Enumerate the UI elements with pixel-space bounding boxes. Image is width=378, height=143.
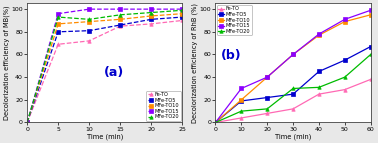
MFe-TO20 [25, 122, 29, 123]
Line: MFe-TO10: MFe-TO10 [25, 12, 184, 124]
MFe-TO20 [239, 110, 243, 112]
MFe-TO10 [149, 15, 153, 17]
MFe-TO5 [369, 46, 373, 47]
MFe-TO5 [239, 100, 243, 102]
Fe-TO [180, 20, 184, 21]
Fe-TO [265, 113, 270, 114]
Line: MFe-TO15: MFe-TO15 [214, 9, 372, 124]
Fe-TO [56, 43, 60, 45]
MFe-TO20 [213, 122, 218, 123]
MFe-TO10 [56, 23, 60, 25]
MFe-TO15 [213, 122, 218, 123]
MFe-TO10 [291, 54, 295, 55]
MFe-TO20 [369, 54, 373, 55]
MFe-TO5 [180, 16, 184, 18]
Line: MFe-TO15: MFe-TO15 [25, 7, 184, 124]
MFe-TO20 [291, 88, 295, 89]
MFe-TO5 [25, 122, 29, 123]
Line: MFe-TO20: MFe-TO20 [25, 9, 184, 124]
MFe-TO5 [149, 18, 153, 20]
MFe-TO5 [291, 93, 295, 95]
Legend: Fe-TO, MFe-TO5, MFe-TO10, MFe-TO15, MFe-TO20: Fe-TO, MFe-TO5, MFe-TO10, MFe-TO15, MFe-… [217, 5, 252, 35]
Line: MFe-TO20: MFe-TO20 [214, 53, 372, 124]
MFe-TO15 [291, 54, 295, 55]
Line: MFe-TO5: MFe-TO5 [25, 15, 184, 124]
MFe-TO15 [342, 18, 347, 20]
Fe-TO [118, 25, 122, 27]
Legend: Fe-TO, MFe-TO5, MFe-TO10, MFe-TO15, MFe-TO20: Fe-TO, MFe-TO5, MFe-TO10, MFe-TO15, MFe-… [146, 91, 181, 121]
Y-axis label: Decolorization efficiency of MB(%): Decolorization efficiency of MB(%) [3, 6, 10, 120]
MFe-TO20 [149, 12, 153, 13]
Y-axis label: Decolorization efficiency of RhB (%): Decolorization efficiency of RhB (%) [192, 3, 198, 123]
MFe-TO20 [56, 16, 60, 18]
MFe-TO15 [149, 8, 153, 10]
Fe-TO [342, 89, 347, 91]
MFe-TO10 [317, 34, 321, 36]
MFe-TO15 [118, 8, 122, 10]
Fe-TO [239, 117, 243, 119]
MFe-TO5 [87, 30, 91, 31]
MFe-TO20 [118, 14, 122, 16]
MFe-TO10 [342, 21, 347, 22]
Fe-TO [25, 122, 29, 123]
Fe-TO [87, 40, 91, 42]
X-axis label: Time (min): Time (min) [275, 133, 311, 140]
MFe-TO10 [118, 18, 122, 20]
MFe-TO15 [317, 33, 321, 35]
Text: (b): (b) [221, 49, 241, 62]
Line: MFe-TO5: MFe-TO5 [214, 45, 372, 124]
Fe-TO [369, 79, 373, 80]
MFe-TO10 [180, 13, 184, 15]
MFe-TO5 [213, 122, 218, 123]
Fe-TO [317, 93, 321, 95]
MFe-TO10 [87, 21, 91, 22]
Fe-TO [291, 108, 295, 110]
MFe-TO20 [87, 18, 91, 20]
Text: (a): (a) [104, 66, 124, 79]
MFe-TO5 [56, 31, 60, 33]
MFe-TO5 [118, 24, 122, 26]
MFe-TO10 [239, 99, 243, 101]
MFe-TO5 [342, 59, 347, 61]
MFe-TO15 [265, 76, 270, 78]
MFe-TO15 [25, 122, 29, 123]
Fe-TO [213, 122, 218, 123]
Line: Fe-TO: Fe-TO [214, 78, 372, 124]
MFe-TO10 [25, 122, 29, 123]
MFe-TO20 [265, 108, 270, 110]
MFe-TO20 [317, 87, 321, 88]
MFe-TO5 [317, 71, 321, 72]
MFe-TO10 [265, 76, 270, 78]
MFe-TO10 [369, 14, 373, 16]
MFe-TO15 [239, 88, 243, 89]
MFe-TO20 [180, 9, 184, 11]
MFe-TO15 [56, 13, 60, 15]
MFe-TO15 [87, 8, 91, 10]
X-axis label: Time (min): Time (min) [87, 133, 123, 140]
Line: Fe-TO: Fe-TO [25, 19, 184, 124]
MFe-TO10 [213, 122, 218, 123]
Fe-TO [149, 23, 153, 25]
MFe-TO15 [180, 8, 184, 10]
MFe-TO20 [342, 76, 347, 78]
MFe-TO5 [265, 97, 270, 98]
Line: MFe-TO10: MFe-TO10 [214, 13, 372, 124]
MFe-TO15 [369, 9, 373, 11]
